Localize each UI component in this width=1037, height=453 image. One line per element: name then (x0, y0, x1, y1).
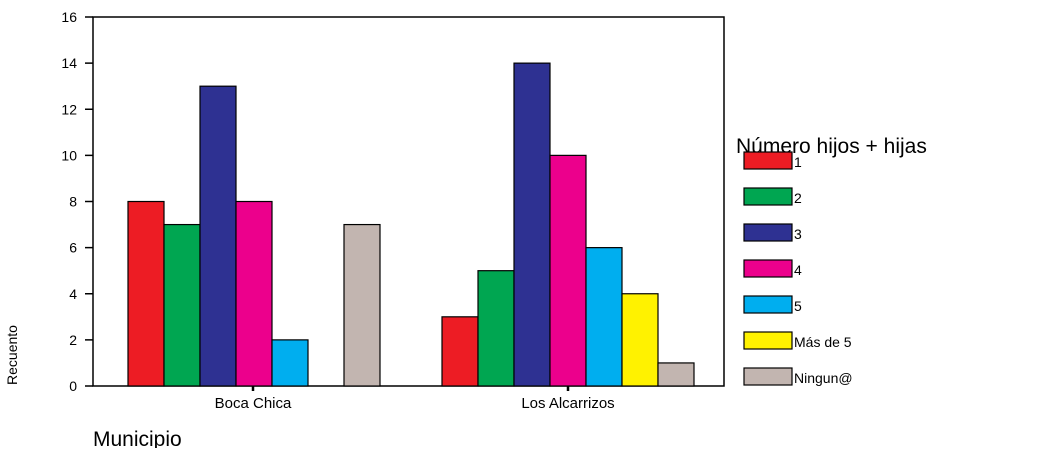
bar (127, 200, 165, 387)
legend-swatch (743, 259, 793, 278)
y-tick-label: 12 (61, 101, 77, 117)
y-tick-label: 16 (61, 9, 77, 25)
bar (271, 339, 309, 387)
legend-swatch (743, 295, 793, 314)
y-tick-label: 10 (61, 147, 77, 163)
x-axis-title: Municipio (93, 428, 182, 448)
y-axis: 0 2 4 6 8 10 12 14 16 (61, 9, 93, 394)
legend-swatch (743, 331, 793, 350)
bar (163, 223, 201, 387)
bars-group (127, 62, 695, 387)
legend-label: 2 (794, 190, 802, 206)
bar (513, 62, 551, 387)
legend-label: 1 (794, 154, 802, 170)
legend-label: Ningun@ (794, 370, 853, 386)
legend-label: 4 (794, 262, 802, 278)
y-tick-label: 0 (69, 378, 77, 394)
y-tick-label: 4 (69, 286, 77, 302)
y-tick-label: 14 (61, 55, 77, 71)
legend-label: 3 (794, 226, 802, 242)
bar (477, 270, 515, 387)
bar (657, 362, 695, 387)
y-tick-label: 6 (69, 240, 77, 256)
bar (343, 223, 381, 387)
x-tick-label: Boca Chica (215, 395, 292, 412)
bar (585, 247, 623, 387)
legend-swatch (743, 223, 793, 242)
x-axis: Boca Chica Los Alcarrizos (215, 386, 615, 412)
legend-swatch (743, 151, 793, 170)
y-tick-label: 8 (69, 194, 77, 210)
x-tick-label: Los Alcarrizos (521, 395, 614, 412)
legend-swatch (743, 187, 793, 206)
bar (549, 154, 587, 387)
bar (441, 316, 479, 387)
y-tick-label: 2 (69, 332, 77, 348)
legend-label: Más de 5 (794, 334, 852, 350)
legend-swatch (743, 367, 793, 386)
y-axis-title: Recuento (4, 325, 20, 385)
legend-label: 5 (794, 298, 802, 314)
bar (621, 293, 659, 387)
bar (235, 200, 273, 387)
bar (199, 85, 237, 387)
legend: 1 2 3 4 5 Más de 5 Ningun@ (743, 151, 853, 386)
